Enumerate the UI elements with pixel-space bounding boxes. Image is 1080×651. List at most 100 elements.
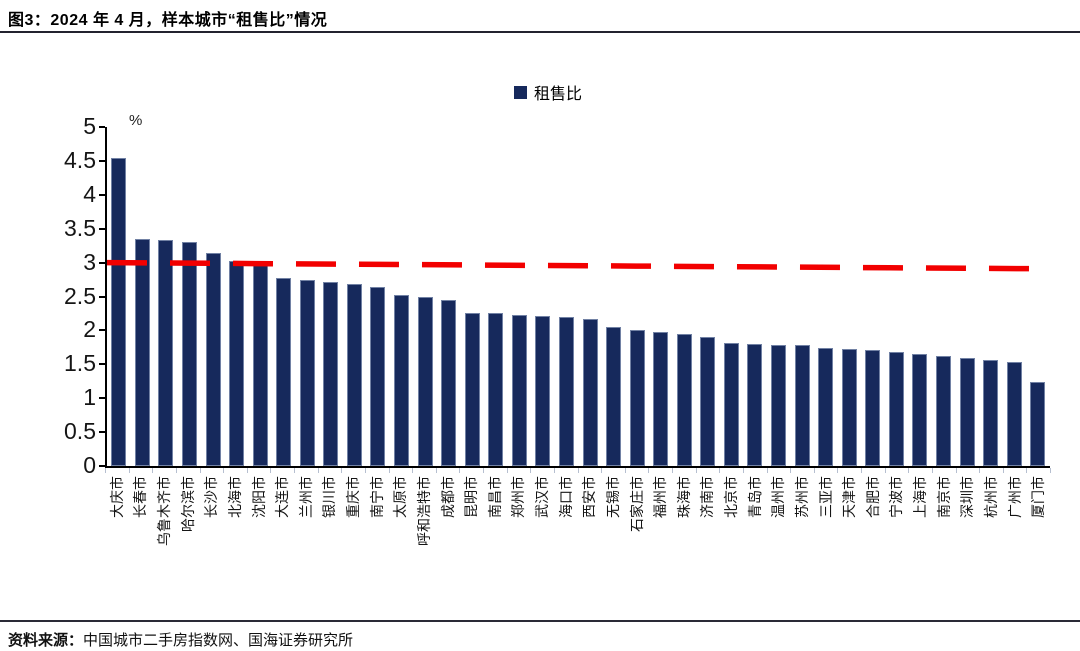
bar-长沙市 xyxy=(205,253,221,466)
y-axis-tick-label: 1.5 xyxy=(64,350,96,377)
x-axis-label: 深圳市 xyxy=(959,476,976,518)
bar-深圳市 xyxy=(959,357,975,466)
x-axis-tick xyxy=(955,468,957,473)
x-axis-tick xyxy=(1002,468,1004,473)
x-axis-tick xyxy=(341,468,343,473)
x-axis-label: 三亚市 xyxy=(817,476,834,518)
x-axis-label-cell: 北海市 xyxy=(223,474,247,596)
x-axis-label: 上海市 xyxy=(912,476,929,518)
x-axis-label: 北海市 xyxy=(226,476,243,518)
x-axis-tick xyxy=(884,468,886,473)
x-axis-label-cell: 哈尔滨市 xyxy=(176,474,200,596)
x-axis-label: 南昌市 xyxy=(486,476,503,518)
x-axis-label-cell: 海口市 xyxy=(554,474,578,596)
x-axis-label: 苏州市 xyxy=(793,476,810,518)
x-axis-label-cell: 深圳市 xyxy=(956,474,980,596)
bar-哈尔滨市 xyxy=(181,241,197,466)
source-label: 资料来源： xyxy=(8,633,84,649)
bar-太原市 xyxy=(394,294,410,466)
x-axis-label-cell: 重庆市 xyxy=(341,474,365,596)
bar-呼和浩特市 xyxy=(417,296,433,466)
x-axis-label-cell: 太原市 xyxy=(389,474,413,596)
x-axis-label-cell: 沈阳市 xyxy=(247,474,271,596)
legend-swatch-icon xyxy=(513,85,527,99)
bar-广州市 xyxy=(1006,362,1022,466)
x-axis-label: 大庆市 xyxy=(108,476,125,518)
y-axis-tick-label: 0.5 xyxy=(64,418,96,445)
x-axis-label-cell: 温州市 xyxy=(767,474,791,596)
x-axis-label: 杭州市 xyxy=(982,476,999,518)
plot-area xyxy=(105,127,1050,468)
x-axis-label: 成都市 xyxy=(439,476,456,518)
x-axis-label-cell: 南宁市 xyxy=(365,474,389,596)
x-axis-label-cell: 昆明市 xyxy=(459,474,483,596)
x-axis-label-cell: 上海市 xyxy=(908,474,932,596)
x-axis-tick xyxy=(246,468,248,473)
x-axis-tick xyxy=(412,468,414,473)
x-axis-labels: 大庆市 长春市 乌鲁木齐市 哈尔滨市 长沙市 北海市 沈阳市 大连市 兰州市 银川市 重庆市 南宁市太… xyxy=(105,474,1050,596)
legend-label: 租售比 xyxy=(533,86,582,103)
bar-三亚市 xyxy=(818,348,834,466)
x-axis-tick xyxy=(152,468,154,473)
bar-重庆市 xyxy=(346,284,362,466)
x-axis-label-cell: 武汉市 xyxy=(530,474,554,596)
x-axis-tick xyxy=(577,468,579,473)
x-axis-label-cell: 无锡市 xyxy=(601,474,625,596)
bar-苏州市 xyxy=(794,345,810,466)
bar-济南市 xyxy=(700,337,716,466)
bar-福州市 xyxy=(653,332,669,466)
x-axis-label-cell: 青岛市 xyxy=(743,474,767,596)
x-axis-tick xyxy=(979,468,981,473)
x-axis-label-cell: 大庆市 xyxy=(105,474,129,596)
x-axis-tick xyxy=(837,468,839,473)
y-axis-tick xyxy=(99,431,105,434)
x-axis-tick xyxy=(483,468,484,473)
x-axis-tick xyxy=(742,468,744,473)
y-axis-tick-label: 3.5 xyxy=(64,214,96,241)
x-axis-label-cell: 郑州市 xyxy=(507,474,531,596)
x-axis-tick xyxy=(931,468,933,473)
x-axis-label: 南宁市 xyxy=(368,476,385,518)
x-axis-label: 北京市 xyxy=(723,476,740,518)
y-axis-tick xyxy=(99,397,105,400)
x-axis-label: 厦门市 xyxy=(1030,476,1047,518)
x-axis-label: 乌鲁木齐市 xyxy=(156,476,173,546)
x-axis-tick xyxy=(388,468,390,473)
x-axis-label: 无锡市 xyxy=(604,476,621,518)
x-axis-label-cell: 福州市 xyxy=(648,474,672,596)
x-axis-label-cell: 杭州市 xyxy=(979,474,1003,596)
x-axis-label-cell: 厦门市 xyxy=(1026,474,1050,596)
bar-南京市 xyxy=(935,356,951,466)
x-axis-label-cell: 成都市 xyxy=(436,474,460,596)
x-axis-label-cell: 长沙市 xyxy=(200,474,224,596)
x-axis-tick xyxy=(672,468,673,473)
bar-上海市 xyxy=(912,354,928,466)
x-axis-label-cell: 长春市 xyxy=(129,474,153,596)
bar-杭州市 xyxy=(983,360,999,466)
y-axis-tick xyxy=(99,295,105,298)
x-axis-tick xyxy=(790,468,792,473)
bar-南宁市 xyxy=(370,287,386,466)
bar-长春市 xyxy=(134,238,150,466)
x-axis-tick xyxy=(766,468,768,473)
bar-昆明市 xyxy=(464,312,480,466)
x-axis-label: 合肥市 xyxy=(864,476,881,518)
x-axis-label-cell: 呼和浩特市 xyxy=(412,474,436,596)
y-axis-tick-label: 4 xyxy=(83,180,96,207)
x-axis-label: 呼和浩特市 xyxy=(415,476,432,546)
x-axis-label-cell: 南京市 xyxy=(932,474,956,596)
x-axis-label: 郑州市 xyxy=(510,476,527,518)
y-axis-tick xyxy=(99,329,105,332)
x-axis-label: 昆明市 xyxy=(463,476,480,518)
x-axis-label-cell: 广州市 xyxy=(1003,474,1027,596)
x-axis-tick xyxy=(199,468,201,473)
x-axis-label: 西安市 xyxy=(581,476,598,518)
x-axis-label-cell: 石家庄市 xyxy=(625,474,649,596)
source-note: 资料来源：中国城市二手房指数网、国海证券研究所 xyxy=(8,629,353,650)
x-axis-label: 温州市 xyxy=(770,476,787,518)
x-axis-label: 大连市 xyxy=(274,476,291,518)
x-axis-label-cell: 大连市 xyxy=(270,474,294,596)
bar-天津市 xyxy=(841,348,857,466)
x-axis-label: 青岛市 xyxy=(746,476,763,518)
x-axis-tick xyxy=(294,468,295,473)
